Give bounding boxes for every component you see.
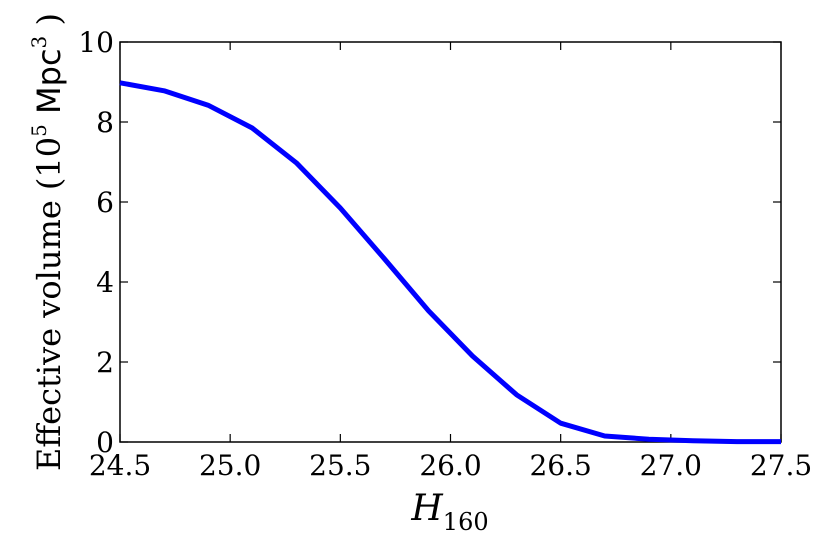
series-layer bbox=[119, 80, 781, 445]
y-axis-label-sup2: 3 bbox=[27, 36, 51, 49]
plot-area bbox=[119, 41, 782, 443]
y-tick-label: 8 bbox=[96, 106, 114, 139]
y-tick-label: 4 bbox=[96, 266, 114, 299]
y-tick-label: 0 bbox=[96, 426, 114, 459]
y-tick-label: 10 bbox=[78, 26, 114, 59]
y-tick-label: 2 bbox=[96, 346, 114, 379]
y-axis-label-end: ) bbox=[30, 13, 68, 36]
x-tick-label: 27.0 bbox=[640, 449, 702, 482]
x-axis-label: H160 bbox=[410, 488, 488, 536]
y-axis-label-sup1: 5 bbox=[27, 124, 51, 137]
x-tick-label: 26.5 bbox=[529, 449, 591, 482]
x-tick-label: 25.0 bbox=[199, 449, 261, 482]
x-tick-label: 27.5 bbox=[750, 449, 812, 482]
x-axis-ticks: 24.5 25.0 25.5 26.0 26.5 27.0 27.5 bbox=[89, 42, 812, 482]
series-line-0 bbox=[119, 80, 781, 445]
x-axis-label-subscript: 160 bbox=[443, 508, 489, 536]
y-axis-label: Effective volume (105 Mpc3 ) bbox=[27, 13, 68, 471]
x-axis-label-main: H bbox=[410, 488, 443, 529]
x-tick-label: 25.5 bbox=[309, 449, 371, 482]
plot-frame bbox=[119, 41, 782, 443]
y-axis-label-mid: Mpc bbox=[30, 48, 68, 124]
y-axis-ticks: 0 2 4 6 8 10 bbox=[78, 26, 781, 459]
y-axis-label-main: Effective volume (10 bbox=[30, 137, 68, 471]
x-tick-label: 24.5 bbox=[89, 449, 151, 482]
y-tick-label: 6 bbox=[96, 186, 114, 219]
x-tick-label: 26.0 bbox=[419, 449, 481, 482]
